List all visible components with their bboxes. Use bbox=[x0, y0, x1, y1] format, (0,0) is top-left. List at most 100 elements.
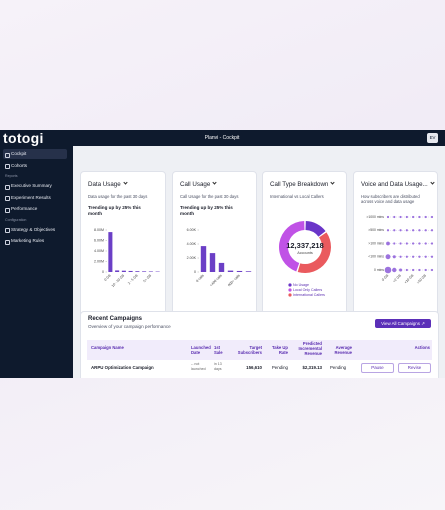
nav-label: Executive Summary bbox=[11, 183, 52, 188]
table-cell: 156,610 bbox=[246, 365, 262, 370]
card-title[interactable]: Data Usage bbox=[88, 181, 127, 188]
bubble bbox=[418, 242, 421, 245]
bubble bbox=[386, 241, 390, 246]
view-all-button[interactable]: View All Campaigns ↗ bbox=[375, 319, 431, 328]
nav-icon bbox=[5, 164, 10, 169]
campaigns-title: Recent Campaigns bbox=[88, 316, 143, 322]
bubble bbox=[392, 267, 397, 273]
nav-label: Cohorts bbox=[11, 162, 28, 168]
nav-item[interactable]: Cohorts bbox=[3, 161, 67, 171]
nav-item[interactable]: Experiment Results bbox=[3, 193, 67, 203]
y-tick-label: 4.00M bbox=[94, 249, 104, 253]
table-cell: $2,319.13 bbox=[302, 365, 322, 370]
chart-card: Data Usage Data usage for the past 30 day… bbox=[80, 171, 166, 317]
bubble bbox=[385, 254, 391, 260]
legend-swatch bbox=[288, 283, 292, 287]
column-header: Target Subscribers bbox=[237, 345, 262, 355]
chart-card: Call Type Breakdown International vs Loca… bbox=[262, 171, 347, 317]
bubble bbox=[424, 215, 427, 219]
x-tick-label: <400 calls bbox=[209, 273, 223, 287]
bubble bbox=[392, 255, 396, 259]
bubble bbox=[399, 268, 403, 272]
y-tick-label: 8.00M bbox=[94, 228, 104, 232]
action-button[interactable]: Revise bbox=[398, 363, 431, 373]
bubble bbox=[399, 229, 402, 232]
nav-icon bbox=[5, 239, 10, 245]
bubble bbox=[405, 268, 408, 272]
avatar[interactable]: EV bbox=[427, 133, 438, 143]
center-label: Accounts bbox=[297, 251, 313, 255]
nav-item[interactable]: Strategy & Objectives bbox=[3, 225, 67, 235]
bubble bbox=[412, 255, 415, 258]
nav-item[interactable]: Performance bbox=[3, 204, 67, 214]
nav-icon bbox=[5, 228, 10, 233]
row-label: >100 mins bbox=[368, 241, 384, 245]
legend-label: Local Only Callers bbox=[293, 288, 322, 292]
card-title[interactable]: Call Usage bbox=[180, 181, 216, 188]
bubble bbox=[430, 255, 434, 258]
x-tick-label: 0 GB bbox=[103, 273, 112, 282]
row-label: >500 mins bbox=[368, 228, 384, 232]
table-cell: -- not launched bbox=[191, 362, 206, 371]
bubble bbox=[424, 268, 427, 272]
nav-icon bbox=[5, 196, 10, 201]
card-title[interactable]: Voice and Data Usage... bbox=[361, 181, 434, 188]
center-value: 12,337,218 bbox=[286, 241, 324, 250]
donut-segment bbox=[278, 221, 305, 272]
table-cell: Pending bbox=[271, 365, 288, 370]
bubble bbox=[393, 242, 396, 245]
donut-segment bbox=[297, 232, 331, 274]
bubble bbox=[386, 215, 390, 219]
card-title[interactable]: Call Type Breakdown bbox=[270, 181, 334, 188]
logo: totogi bbox=[3, 130, 44, 146]
column-header: Actions bbox=[414, 345, 430, 350]
nav-item[interactable]: Marketing Rules bbox=[3, 236, 67, 246]
row-label: >1000 mins bbox=[366, 215, 384, 219]
bubble bbox=[418, 268, 421, 272]
bar bbox=[236, 270, 243, 272]
bubble bbox=[418, 215, 421, 219]
chart-card: Voice and Data Usage... How subscribers a… bbox=[353, 171, 438, 317]
y-tick-label: 0 bbox=[102, 270, 104, 274]
nav-item[interactable]: Executive Summary bbox=[3, 181, 67, 191]
card-subtitle: Data usage for the past 30 days bbox=[88, 194, 148, 199]
action-button[interactable]: Pause bbox=[361, 363, 394, 373]
top-bar: totogi Planvi - Cockpit EV bbox=[0, 130, 445, 146]
bubble bbox=[405, 229, 408, 232]
bar bbox=[142, 271, 147, 272]
nav-section: Configuration bbox=[5, 217, 27, 222]
bubble bbox=[424, 255, 427, 258]
bubble bbox=[399, 255, 402, 258]
nav-label: Experiment Results bbox=[11, 194, 51, 200]
column-label: <10 GB bbox=[403, 273, 415, 285]
bubble bbox=[424, 229, 427, 232]
bar bbox=[135, 271, 140, 272]
bubble bbox=[405, 215, 408, 219]
table-cell: in 13 days bbox=[214, 362, 222, 371]
chart-card: Call Usage Call Usage for the past 30 day… bbox=[172, 171, 257, 317]
y-tick-label: 2.00K bbox=[187, 256, 197, 260]
bubble bbox=[384, 266, 392, 274]
bar bbox=[148, 271, 153, 272]
chart: 0 2.00M 4.00M 6.00M 8.00M 0 GB 10 - 20 GB 2 - 5… bbox=[94, 228, 160, 288]
bubble bbox=[424, 242, 427, 245]
card-trend: Trending up by 25% this month bbox=[180, 205, 233, 216]
column-header: 1st Sale bbox=[214, 345, 223, 355]
x-tick-label: 5+ GB bbox=[143, 273, 153, 283]
bar bbox=[115, 270, 120, 272]
y-tick-label: 4.00K bbox=[187, 242, 197, 246]
chart: 0 2.00K 4.00K 6.00K 0 calls <400 calls 800+ ca… bbox=[187, 228, 252, 287]
legend-swatch bbox=[288, 288, 292, 292]
bubble bbox=[430, 268, 434, 272]
bubble bbox=[430, 229, 434, 232]
table-cell: Pending bbox=[330, 365, 347, 370]
bubble bbox=[405, 255, 408, 258]
nav-item[interactable]: Cockpit bbox=[3, 149, 67, 159]
nav-label: Strategy & Objectives bbox=[11, 226, 56, 232]
sidebar: Cockpit Cohorts Reports Executive Summary Ex… bbox=[0, 146, 73, 378]
y-tick-label: 6.00K bbox=[187, 228, 197, 232]
legend-swatch bbox=[288, 293, 292, 297]
bubble bbox=[418, 255, 421, 258]
nav-section: Reports bbox=[5, 174, 18, 178]
